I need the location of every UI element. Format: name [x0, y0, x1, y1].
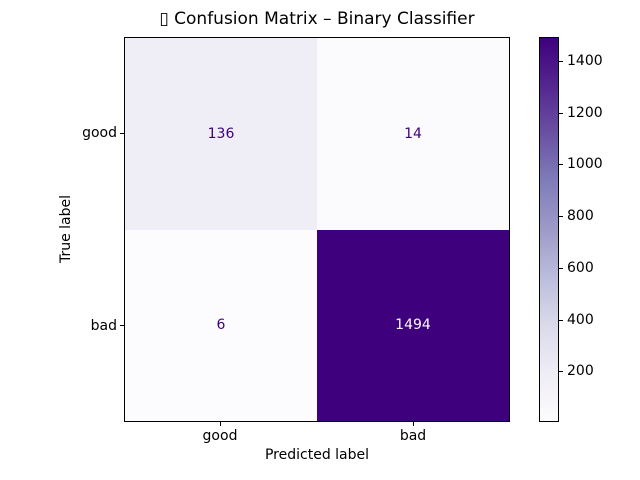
colorbar-tick-mark [559, 267, 563, 269]
y-tick-label-bad: bad [90, 318, 117, 334]
y-tick-mark-bad [120, 325, 124, 326]
colorbar-tick-mark [559, 112, 563, 114]
matrix-cell-true-good-pred-good: 136 [125, 38, 317, 230]
x-tick-mark-bad [413, 422, 414, 426]
confusion-matrix-heatmap: 136 14 6 1494 [124, 37, 510, 422]
matrix-cell-true-bad-pred-good: 6 [125, 229, 317, 421]
x-tick-label-bad: bad [399, 428, 427, 444]
y-tick-mark-good [120, 133, 124, 134]
y-tick-label-good: good [82, 125, 117, 141]
colorbar-tick-label: 1000 [567, 156, 603, 173]
colorbar-gradient [539, 37, 559, 422]
colorbar-tick-mark [559, 371, 563, 373]
colorbar-tick-mark [559, 60, 563, 62]
colorbar-tick-label: 800 [567, 208, 594, 225]
matrix-cell-true-bad-pred-bad: 1494 [317, 229, 509, 421]
x-tick-mark-good [220, 422, 221, 426]
colorbar-tick-mark [559, 164, 563, 166]
colorbar-tick-label: 200 [567, 363, 594, 380]
y-axis-label: True label [58, 194, 74, 264]
colorbar-tick-label: 1400 [567, 52, 603, 69]
matrix-cell-true-good-pred-bad: 14 [317, 38, 509, 230]
colorbar-tick-mark [559, 319, 563, 321]
colorbar-tick-mark [559, 216, 563, 218]
colorbar-tick-label: 1200 [567, 104, 603, 121]
colorbar-tick-label: 400 [567, 311, 594, 328]
x-axis-label: Predicted label [264, 447, 370, 463]
colorbar-tick-label: 600 [567, 259, 594, 276]
x-tick-label-good: good [202, 428, 238, 444]
chart-title: ▯ Confusion Matrix – Binary Classifier [159, 9, 475, 29]
